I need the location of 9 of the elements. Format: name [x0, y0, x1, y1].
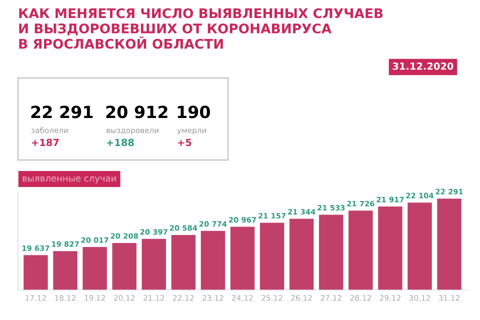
chart-subtitle: выявленные случаи: [22, 176, 116, 184]
chart-title: КАК МЕНЯЕТСЯ ЧИСЛО ВЫЯВЛЕННЫХ СЛУЧАЕВ И ВЫЗДОРОВЕВШИХ ОТ КОРОНАВИРУСА В ЯРОСЛАВСКОЙ ОБЛАСТИ: [19, 8, 383, 49]
text: +188: [107, 138, 134, 146]
text: 190: [178, 106, 210, 118]
text: 22 291: [31, 106, 93, 118]
text: +5: [178, 138, 192, 146]
text: +187: [32, 138, 59, 146]
text: 20 912: [106, 106, 168, 118]
text: 31.12.2020: [392, 62, 454, 70]
